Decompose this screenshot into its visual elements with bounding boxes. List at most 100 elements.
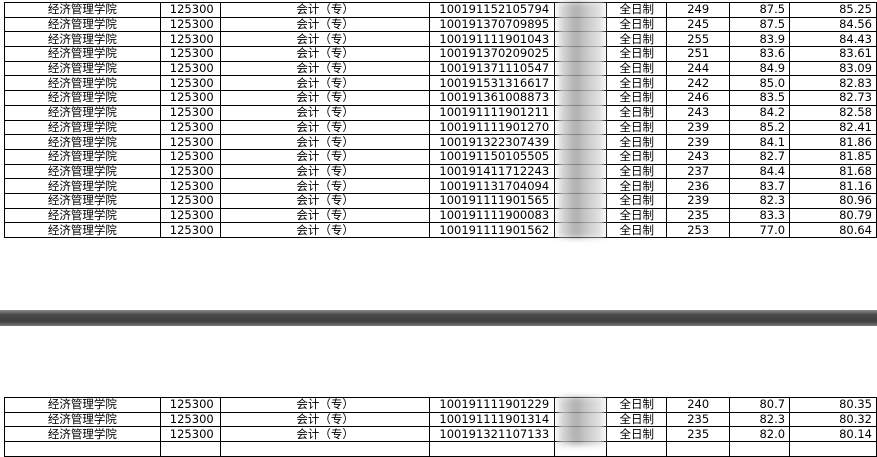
table-row: 经济管理学院 125300 会计（专） 100191131704094 全日制 236 83… [4,178,877,194]
table-cell: 82.3 [729,192,791,209]
table-cell: 全日制 [606,222,668,238]
table-cell: 125300 [159,397,221,413]
table-cell: 85.2 [729,119,791,136]
table-cell: 经济管理学院 [4,426,161,443]
table-cell: 84.43 [789,31,877,48]
table-cell: 经济管理学院 [4,134,161,150]
table-cell: 100191370709895 [429,16,556,33]
table-cell [159,441,221,457]
table-cell: 经济管理学院 [4,163,161,180]
table-cell: 经济管理学院 [4,31,161,48]
table-cell: 82.41 [789,119,877,136]
table-cell: 会计（专） [219,192,431,209]
table-cell [729,441,791,457]
table-cell: 125300 [159,90,221,106]
table-cell: 100191111901043 [429,31,556,48]
table-cell: 全日制 [606,16,668,33]
table-row: 经济管理学院 125300 会计（专） 100191370709895 全日制 245 87… [4,16,877,33]
table-cell: 全日制 [606,119,668,136]
table-row [4,441,877,457]
table-cell: 会计（专） [219,119,431,136]
table-cell [789,441,877,457]
table-row: 经济管理学院 125300 会计（专） 100191531316617 全日制 242 85… [4,75,877,92]
table-cell: 全日制 [606,104,668,121]
table-cell: 全日制 [606,2,668,18]
table-cell: 会计（专） [219,60,431,77]
table-cell: 100191531316617 [429,75,556,92]
table-cell: 经济管理学院 [4,104,161,121]
table-cell: 100191361008873 [429,90,556,106]
table-cell: 100191111901314 [429,411,556,428]
table-cell: 全日制 [606,411,668,428]
table-cell: 会计（专） [219,207,431,224]
table-cell: 100191131704094 [429,178,556,194]
table-cell: 100191111901562 [429,222,556,238]
table-cell: 全日制 [606,192,668,209]
table-cell: 会计（专） [219,134,431,150]
table-cell: 80.35 [789,397,877,413]
table-cell: 100191370209025 [429,46,556,62]
table-cell: 会计（专） [219,2,431,18]
table-cell: 251 [666,46,731,62]
blurred-names [558,2,604,238]
table-cell: 全日制 [606,207,668,224]
table-cell: 237 [666,163,731,180]
table-cell: 125300 [159,2,221,18]
table-cell: 100191322307439 [429,134,556,150]
table-cell: 125300 [159,31,221,48]
table-cell: 全日制 [606,134,668,150]
table-cell: 100191111901565 [429,192,556,209]
table-cell: 全日制 [606,178,668,194]
table-cell: 246 [666,90,731,106]
table-cell: 244 [666,60,731,77]
table-cell: 82.83 [789,75,877,92]
table-cell: 全日制 [606,90,668,106]
table-cell: 125300 [159,163,221,180]
table-cell: 239 [666,119,731,136]
table-cell: 77.0 [729,222,791,238]
table-cell: 125300 [159,426,221,443]
table-cell: 100191111900083 [429,207,556,224]
table-cell [429,441,556,457]
table-cell: 100191150105505 [429,148,556,165]
table-cell: 125300 [159,207,221,224]
table-cell: 239 [666,134,731,150]
table-cell: 84.4 [729,163,791,180]
table-cell: 82.0 [729,426,791,443]
table-cell: 84.56 [789,16,877,33]
table-row: 经济管理学院 125300 会计（专） 100191370209025 全日制 251 83… [4,46,877,62]
table-cell: 242 [666,75,731,92]
table-cell: 80.64 [789,222,877,238]
table-cell [606,441,668,457]
table-cell: 100191152105794 [429,2,556,18]
table-row: 经济管理学院 125300 会计（专） 100191111901314 全日制 235 82… [4,411,877,428]
table-cell: 81.85 [789,148,877,165]
table-row: 经济管理学院 125300 会计（专） 100191371110547 全日制 244 84… [4,60,877,77]
table-cell: 会计（专） [219,16,431,33]
table-cell: 83.9 [729,31,791,48]
table-cell: 会计（专） [219,31,431,48]
table-cell: 83.09 [789,60,877,77]
table-cell: 80.32 [789,411,877,428]
table-cell: 125300 [159,60,221,77]
table-cell: 84.1 [729,134,791,150]
table-cell: 经济管理学院 [4,192,161,209]
table-cell: 100191111901229 [429,397,556,413]
table-cell: 全日制 [606,397,668,413]
page-separator [0,310,877,326]
table-cell: 全日制 [606,75,668,92]
table-cell: 125300 [159,16,221,33]
table-row: 经济管理学院 125300 会计（专） 100191111901270 全日制 239 85… [4,119,877,136]
table-cell: 125300 [159,192,221,209]
table-cell: 全日制 [606,163,668,180]
table-row: 经济管理学院 125300 会计（专） 100191111901562 全日制 253 77… [4,222,877,238]
table-row: 经济管理学院 125300 会计（专） 100191411712243 全日制 237 84… [4,163,877,180]
table-cell: 会计（专） [219,148,431,165]
table-cell: 81.16 [789,178,877,194]
table-cell: 会计（专） [219,46,431,62]
table-cell [666,441,731,457]
table-row: 经济管理学院 125300 会计（专） 100191111901043 全日制 255 83… [4,31,877,48]
table-cell: 235 [666,411,731,428]
table-cell: 243 [666,104,731,121]
